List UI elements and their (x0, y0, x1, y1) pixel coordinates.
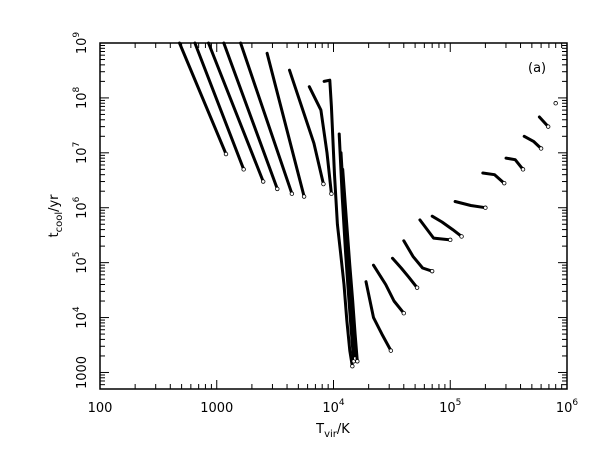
series-end-marker (388, 348, 394, 353)
series-line (322, 78, 354, 368)
series-end-marker (414, 285, 420, 290)
x-tick-label: 104 (322, 398, 345, 416)
series-end-marker (329, 191, 334, 196)
x-axis-label: Tvir/K (315, 422, 350, 440)
series-line (481, 171, 506, 185)
series-end-marker (261, 179, 266, 184)
series-end-marker (545, 124, 551, 129)
y-tick-label: 104 (72, 306, 90, 329)
y-axis-label-tail: /yr (47, 194, 62, 212)
plot-frame (99, 42, 568, 390)
x-tick-label: 100 (88, 401, 113, 416)
y-tick-label: 108 (72, 87, 90, 110)
series-line (430, 214, 464, 238)
x-axis-label-sub: vir (324, 429, 338, 440)
series-line (207, 41, 265, 183)
tick-labels: 100 1000 104 105 106 1000 104 105 106 107 108 109 (72, 32, 578, 416)
series-line (239, 41, 294, 196)
series-line (504, 156, 525, 171)
axis-ticks (99, 42, 567, 390)
y-tick-label: 106 (72, 196, 90, 219)
series-line (288, 68, 325, 186)
series-line (418, 218, 452, 242)
series-line (265, 51, 306, 198)
series-line (193, 41, 246, 171)
series-end-marker (483, 205, 488, 210)
series-end-marker (275, 186, 280, 192)
x-axis-label-tail: /K (337, 422, 350, 437)
panel-label: (a) (528, 61, 546, 76)
series-line (178, 41, 228, 156)
y-axis-label: tcool/yr (47, 194, 65, 238)
series-line (307, 85, 333, 196)
series-end-marker (401, 311, 406, 316)
series-line (222, 41, 279, 191)
y-tick-label: 1000 (75, 356, 90, 389)
y-tick-label: 107 (72, 142, 90, 164)
series-layer (178, 41, 558, 369)
series-end-marker (459, 234, 464, 239)
series-end-marker (241, 167, 246, 172)
series-line (364, 280, 393, 353)
series-line (372, 263, 406, 315)
series-end-marker (429, 268, 435, 274)
series-line (391, 256, 419, 290)
series-end-marker (301, 194, 307, 199)
x-axis-label-main: T (315, 422, 324, 437)
series-end-marker (553, 101, 558, 106)
series-end-marker (350, 364, 355, 369)
y-tick-label: 109 (72, 32, 90, 55)
series-end-marker (289, 191, 295, 196)
x-tick-label: 106 (556, 398, 579, 416)
series-end-marker (355, 359, 360, 364)
y-axis-label-main: t (47, 232, 62, 237)
series-line (522, 134, 543, 150)
y-axis-label-sub: cool (54, 212, 65, 233)
x-tick-label: 105 (439, 398, 461, 416)
series-line (402, 239, 434, 273)
series-end-marker (538, 146, 544, 151)
y-tick-label: 105 (72, 252, 90, 274)
series-line (453, 200, 487, 210)
series-end-marker (448, 237, 453, 243)
series-end-marker (502, 180, 507, 186)
series-end-marker (223, 151, 229, 157)
series-end-marker (321, 181, 326, 187)
x-tick-label: 1000 (200, 401, 233, 416)
series-end-marker (520, 167, 526, 172)
series-line (341, 167, 359, 363)
